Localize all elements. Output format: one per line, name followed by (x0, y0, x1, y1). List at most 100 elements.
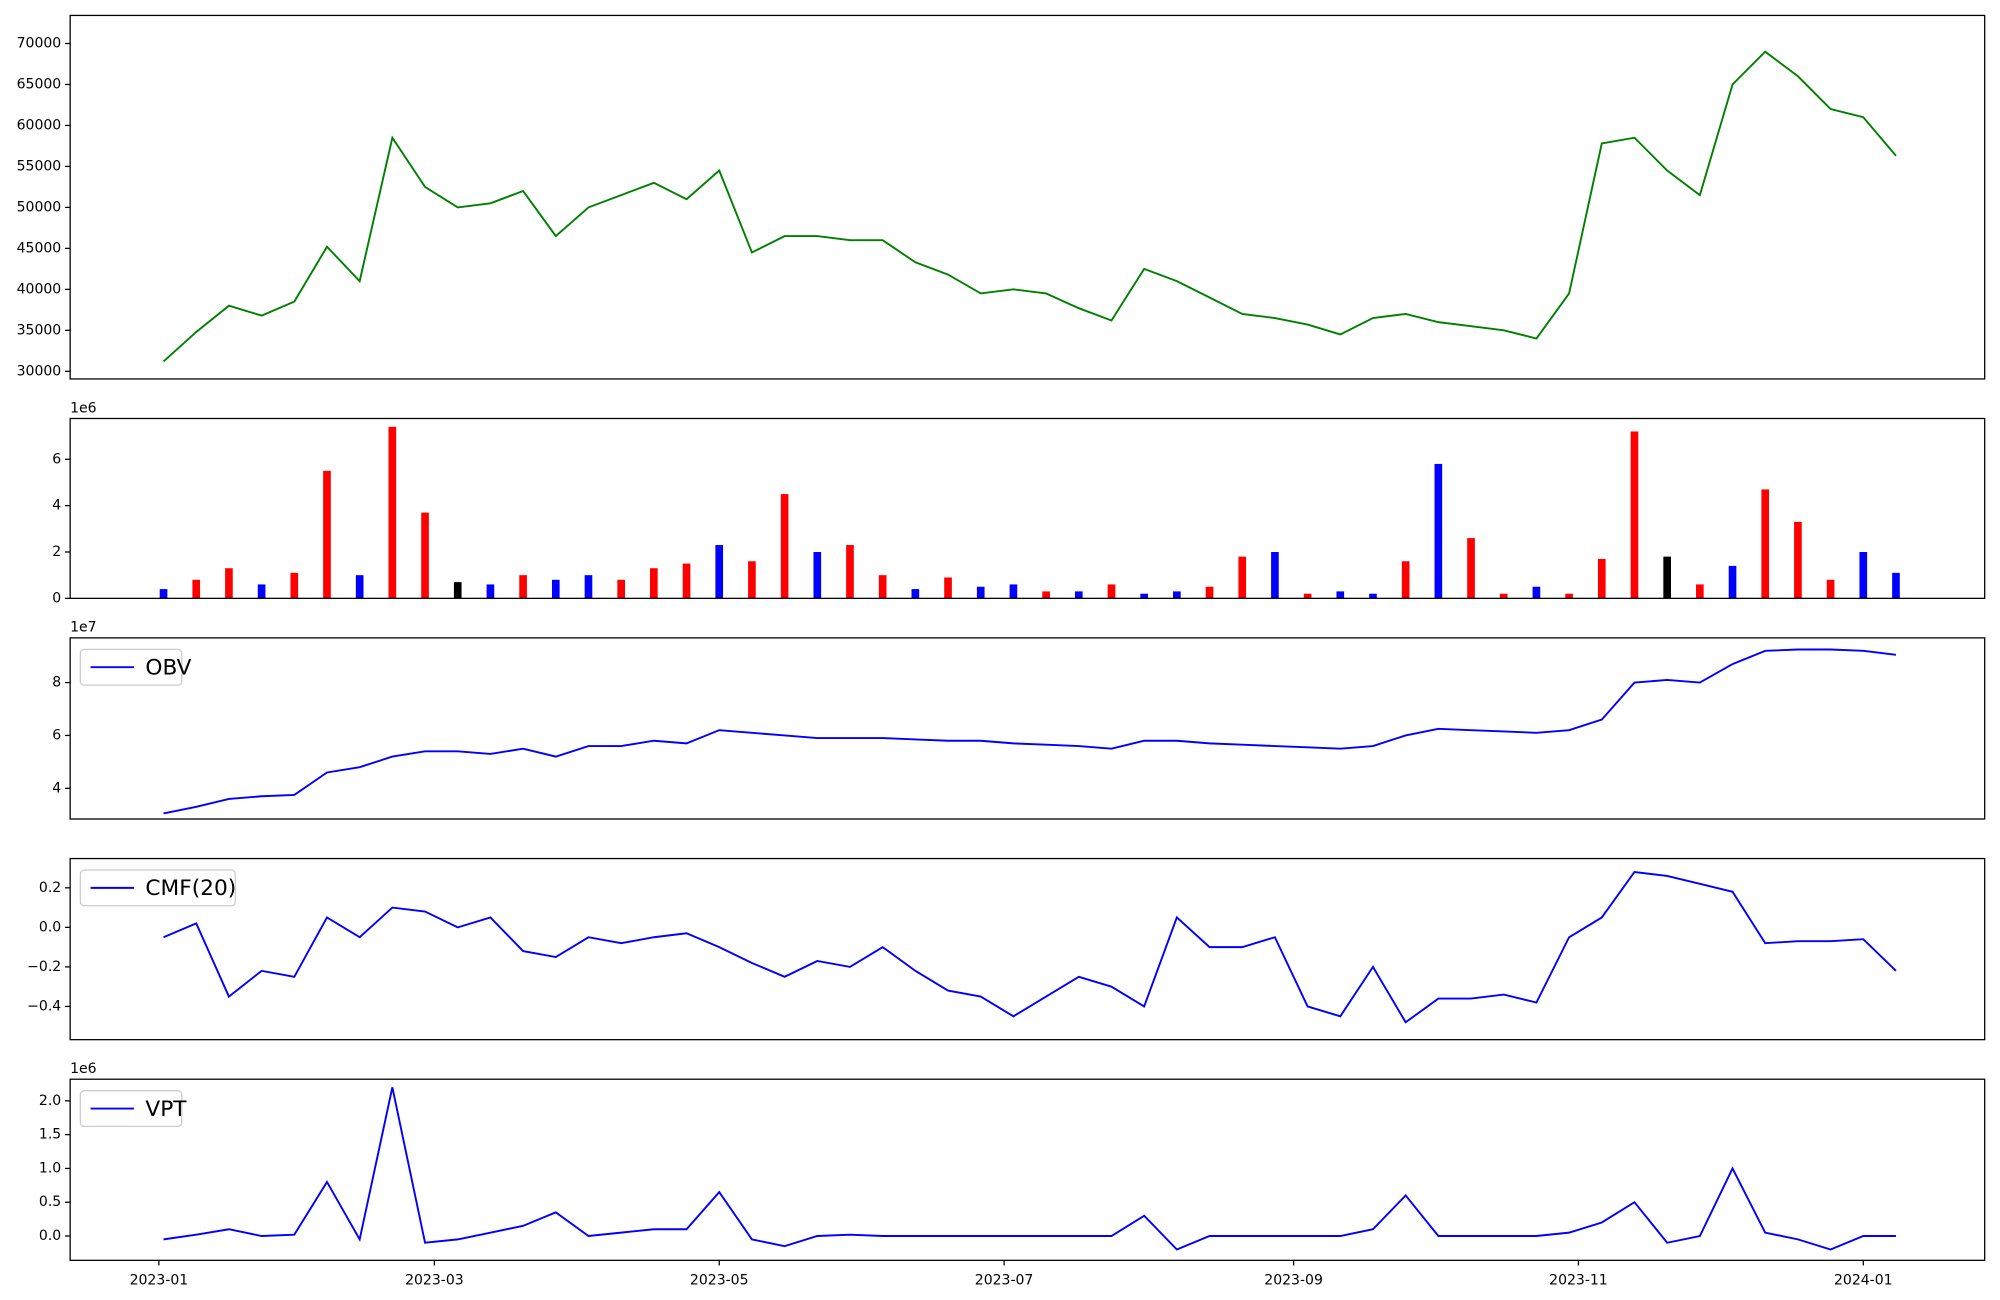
y-tick-label: 0.0 (39, 1228, 61, 1244)
bar (780, 494, 789, 599)
bar (159, 589, 168, 599)
bar (1336, 591, 1345, 599)
bar (1074, 591, 1083, 599)
x-tick-label: 2024-01 (1834, 1273, 1893, 1289)
panel: 30000 35000 40000 45000 50000 55000 60000 65000… (17, 14, 1986, 380)
axes-frame (69, 1078, 1986, 1261)
bar (192, 579, 201, 599)
bar (1271, 551, 1279, 599)
y-tick-label: 2.0 (39, 1093, 61, 1109)
bar (1205, 586, 1214, 599)
bar (421, 512, 429, 599)
data-line (163, 1087, 1896, 1251)
bar (519, 575, 527, 599)
offset-label: 1e7 (70, 620, 96, 636)
bar (225, 568, 233, 599)
bar (1696, 584, 1704, 599)
bar (1009, 584, 1018, 599)
bar (1369, 593, 1377, 599)
bar (911, 589, 920, 599)
bar (1467, 538, 1475, 599)
bar (1663, 556, 1671, 599)
bar (1565, 593, 1573, 599)
bar (1434, 463, 1443, 599)
y-tick-label: 0.5 (39, 1194, 61, 1210)
bar (1107, 584, 1116, 599)
bar (650, 568, 658, 599)
axes-frame (69, 417, 1986, 599)
bar (323, 470, 331, 599)
bar (1303, 593, 1312, 599)
y-tick-label: 6 (52, 727, 61, 743)
bar (617, 579, 625, 599)
axes-frame (69, 857, 1986, 1041)
offset-label: 1e6 (70, 1061, 97, 1077)
axes-frame (69, 14, 1986, 380)
bar (1499, 593, 1508, 599)
bar (486, 584, 495, 599)
y-tick-label: 1.0 (39, 1160, 61, 1176)
bar (1630, 431, 1639, 599)
legend-label: CMF(20) (145, 876, 236, 901)
bar (1173, 591, 1181, 599)
bar (453, 582, 462, 599)
y-tick-label: 1.5 (39, 1127, 61, 1143)
y-tick-label: 35000 (17, 322, 62, 338)
offset-label: 1e6 (70, 400, 97, 416)
y-tick-label: 2 (52, 544, 61, 560)
y-tick-label: 60000 (17, 117, 62, 133)
bar (1892, 572, 1900, 599)
y-tick-label: 65000 (17, 76, 62, 92)
bar (355, 575, 364, 599)
x-tick-label: 2023-05 (690, 1273, 749, 1289)
bar (976, 586, 985, 599)
bar (290, 572, 299, 599)
bar (1728, 565, 1737, 599)
bar (715, 545, 724, 599)
bar (1042, 591, 1050, 599)
y-tick-label: 4 (52, 780, 61, 796)
data-line (162, 50, 1897, 363)
y-tick-label: 4 (52, 498, 61, 514)
x-tick-label: 2023-01 (130, 1273, 189, 1289)
panel: 4 6 8 1e7 OBV (52, 620, 1986, 820)
x-tick-label: 2023-11 (1549, 1273, 1608, 1289)
y-tick-label: 70000 (17, 35, 62, 51)
panel: 0.0 0.5 1.0 1.5 2.0 2023-01 2023-03 2023-05 2023… (39, 1061, 1986, 1289)
y-tick-label: −0.2 (27, 959, 61, 975)
x-tick-label: 2023-03 (405, 1273, 464, 1289)
bar (1794, 521, 1802, 599)
panel: 0 2 4 6 1e6 (52, 400, 1986, 606)
bar (1401, 561, 1410, 599)
legend-box (79, 869, 236, 907)
bar (584, 575, 593, 599)
bar (1532, 586, 1541, 599)
bar (1238, 556, 1247, 599)
legend-label: OBV (145, 655, 191, 680)
bar (1859, 551, 1868, 599)
y-tick-label: 6 (52, 451, 61, 467)
bar (878, 575, 887, 599)
bar (551, 579, 560, 599)
bar (846, 545, 854, 599)
legend-label: VPT (145, 1097, 187, 1122)
bar (1826, 579, 1835, 599)
y-tick-label: 0.2 (39, 880, 61, 896)
bar (813, 551, 822, 599)
y-tick-label: 8 (52, 675, 61, 691)
bar (944, 577, 952, 599)
bar (1761, 489, 1770, 599)
axes-frame (69, 637, 1986, 820)
bar (388, 426, 397, 599)
y-tick-label: 50000 (17, 199, 62, 215)
bar (1140, 593, 1148, 599)
bar (257, 584, 266, 599)
y-tick-label: −0.4 (27, 998, 61, 1014)
data-line (163, 870, 1897, 1024)
bar (682, 563, 691, 599)
x-tick-label: 2023-07 (975, 1273, 1034, 1289)
panel: −0.4 −0.2 0.0 0.2 CMF(20) (27, 857, 1986, 1041)
x-tick-label: 2023-09 (1264, 1273, 1323, 1289)
